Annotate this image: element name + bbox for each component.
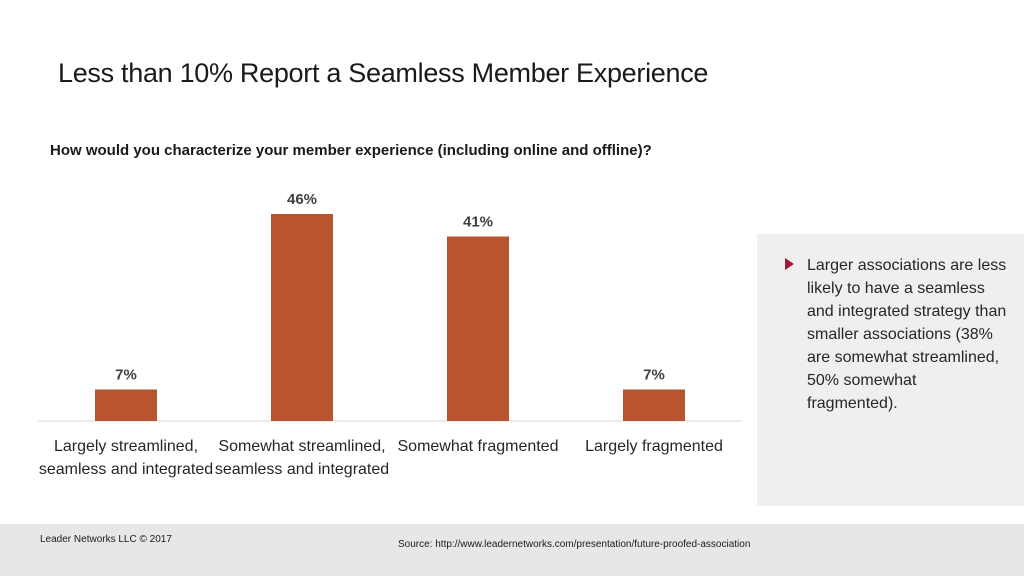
category-label-0: Largely streamlined, seamless and integr… xyxy=(38,438,214,478)
chart-question: How would you characterize your member e… xyxy=(50,142,652,159)
bar-3 xyxy=(623,389,685,421)
data-label-3: 7% xyxy=(643,367,665,384)
footer-copyright: Leader Networks LLC © 2017 xyxy=(40,534,172,545)
triangle-bullet-icon xyxy=(785,258,794,270)
data-label-0: 7% xyxy=(115,367,137,384)
bar-1 xyxy=(271,214,333,421)
callout-box: Larger associations are less likely to h… xyxy=(757,234,1024,506)
bar-0 xyxy=(95,389,157,421)
category-label-3: Largely fragmented xyxy=(585,438,723,455)
bar-chart: 7% 46% 41% 7% xyxy=(38,191,742,422)
category-label-2: Somewhat fragmented xyxy=(397,438,559,455)
slide-title: Less than 10% Report a Seamless Member E… xyxy=(58,58,709,88)
callout-text: Larger associations are less likely to h… xyxy=(807,257,1007,412)
footer-source: Source: http://www.leadernetworks.com/pr… xyxy=(398,539,751,550)
category-label-1: Somewhat streamlined, seamless and integ… xyxy=(214,438,390,478)
footer-band xyxy=(0,524,1024,576)
data-label-2: 41% xyxy=(463,214,493,231)
data-label-1: 46% xyxy=(287,191,317,208)
bar-2 xyxy=(447,236,509,421)
